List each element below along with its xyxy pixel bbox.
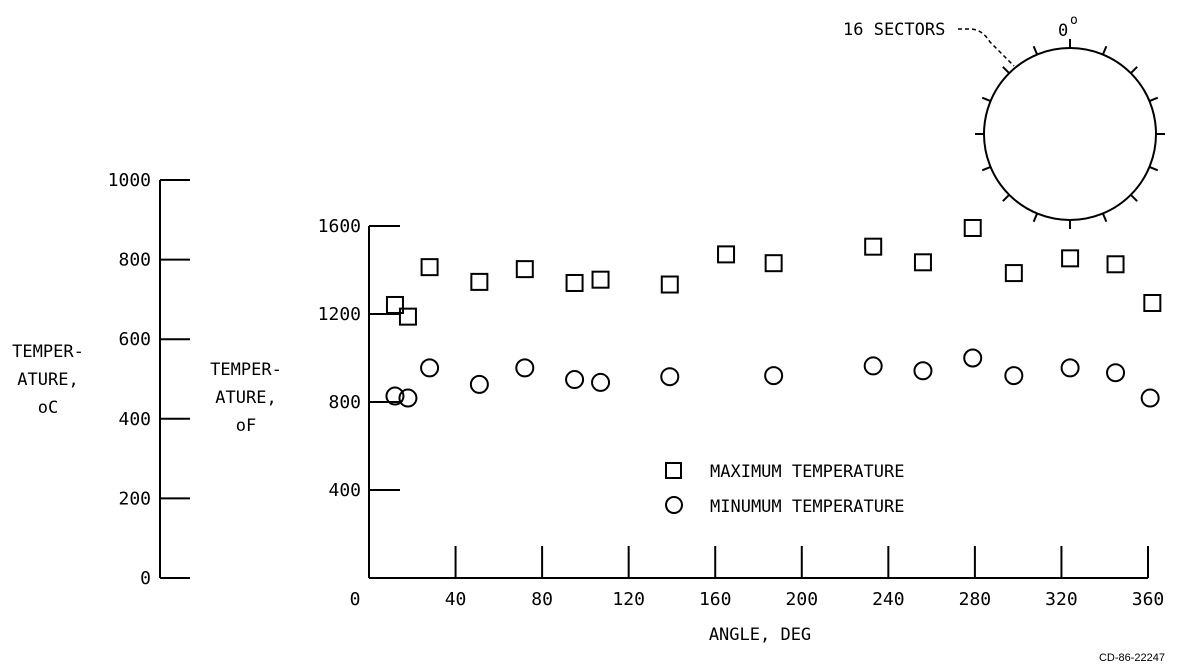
celsius-axis: 0 200 400 600 800 1000 [108, 170, 190, 589]
sector-tick [1101, 45, 1108, 55]
sector-tick [1130, 66, 1138, 74]
sector-circle [983, 47, 1157, 221]
sector-tick [981, 165, 991, 172]
sector-tick [1002, 66, 1010, 74]
x-axis-title: ANGLE, DEG [709, 625, 811, 645]
sectors-leader-line [958, 28, 1015, 67]
sectors-label: 16 SECTORS [843, 20, 945, 40]
max-temp-marker [515, 260, 534, 279]
fahrenheit-axis: 400 800 1200 1600 [318, 216, 400, 578]
x-axis: 0 40 80 120 160 200 240 280 320 360 [350, 546, 1165, 610]
x-tick-label: 0 [350, 589, 361, 610]
min-temp-marker [1004, 366, 1024, 386]
celsius-tick-label: 0 [140, 568, 151, 589]
max-temp-marker [591, 270, 610, 289]
fahrenheit-axis-title-line3: oF [236, 416, 256, 436]
max-temp-marker [1004, 264, 1023, 283]
min-temp-marker [385, 386, 405, 406]
zero-degree-label: 0 [1058, 21, 1068, 41]
celsius-axis-title-line3: oC [38, 398, 58, 418]
sector-tick [1101, 213, 1108, 223]
reference-code: CD-86-22247 [1099, 652, 1165, 664]
sector-diagram: 16 SECTORS 0 o [843, 13, 1165, 229]
celsius-axis-title-line2: ATURE, [17, 370, 78, 390]
max-temp-marker [764, 254, 783, 273]
x-tick-label: 160 [699, 589, 732, 610]
x-tick-label: 360 [1132, 589, 1165, 610]
celsius-tick-label: 1000 [108, 170, 151, 191]
sector-tick [1002, 194, 1010, 202]
max-temp-marker [717, 245, 736, 264]
sector-tick [981, 96, 991, 103]
celsius-tick-label: 200 [118, 488, 151, 509]
legend: MAXIMUM TEMPERATURE MINUMUM TEMPERATURE [665, 462, 904, 517]
zero-degree-superscript: o [1070, 13, 1078, 28]
sector-ticks [975, 39, 1165, 229]
min-temp-marker [398, 388, 418, 408]
fahrenheit-tick-label: 1600 [318, 216, 361, 237]
max-temp-marker [1143, 294, 1162, 312]
sector-tick [1149, 165, 1159, 172]
celsius-axis-title-line1: TEMPER- [12, 342, 84, 362]
min-temp-marker [515, 358, 535, 378]
x-tick-label: 240 [872, 589, 905, 610]
x-tick-label: 200 [786, 589, 819, 610]
min-temp-marker [420, 358, 440, 378]
min-temp-marker [1060, 358, 1080, 378]
min-temp-marker [1140, 388, 1160, 408]
min-temp-marker [863, 356, 883, 376]
max-temp-marker [398, 307, 417, 326]
max-temp-marker [385, 295, 404, 314]
max-temp-marker [565, 273, 584, 292]
min-temp-marker [660, 367, 680, 387]
min-temp-marker [469, 374, 489, 394]
x-tick-label: 40 [445, 589, 467, 610]
fahrenheit-tick-label: 400 [328, 480, 361, 501]
celsius-tick-label: 800 [118, 250, 151, 271]
min-temp-marker [565, 370, 585, 390]
x-tick-label: 80 [531, 589, 553, 610]
fahrenheit-tick-label: 800 [328, 392, 361, 413]
x-tick-label: 280 [959, 589, 992, 610]
data-markers [385, 218, 1162, 408]
sector-tick [1032, 45, 1039, 55]
max-temp-marker [913, 253, 932, 272]
sector-tick [1149, 96, 1159, 103]
max-temp-marker [1106, 255, 1125, 274]
legend-min-label: MINUMUM TEMPERATURE [710, 497, 904, 517]
min-temp-marker [764, 366, 784, 386]
max-temp-marker [420, 258, 439, 277]
legend-max-label: MAXIMUM TEMPERATURE [710, 462, 904, 482]
fahrenheit-axis-title-line1: TEMPER- [210, 360, 282, 380]
max-temp-marker [963, 218, 982, 237]
sector-tick [1032, 213, 1039, 223]
celsius-tick-label: 400 [118, 409, 151, 430]
celsius-tick-label: 600 [118, 329, 151, 350]
max-temp-marker [1061, 249, 1080, 268]
legend-square-marker [665, 462, 682, 479]
max-temp-marker [660, 275, 679, 294]
sector-tick [1130, 194, 1138, 202]
max-temp-marker [864, 237, 883, 256]
x-tick-label: 320 [1045, 589, 1078, 610]
min-temp-marker [591, 372, 611, 392]
max-temp-marker [470, 272, 489, 291]
legend-circle-marker [665, 496, 683, 514]
min-temp-marker [1106, 363, 1126, 383]
min-temp-marker [913, 361, 933, 381]
fahrenheit-axis-title-line2: ATURE, [215, 388, 276, 408]
fahrenheit-tick-label: 1200 [318, 304, 361, 325]
min-temp-marker [963, 348, 983, 368]
x-tick-label: 120 [612, 589, 645, 610]
